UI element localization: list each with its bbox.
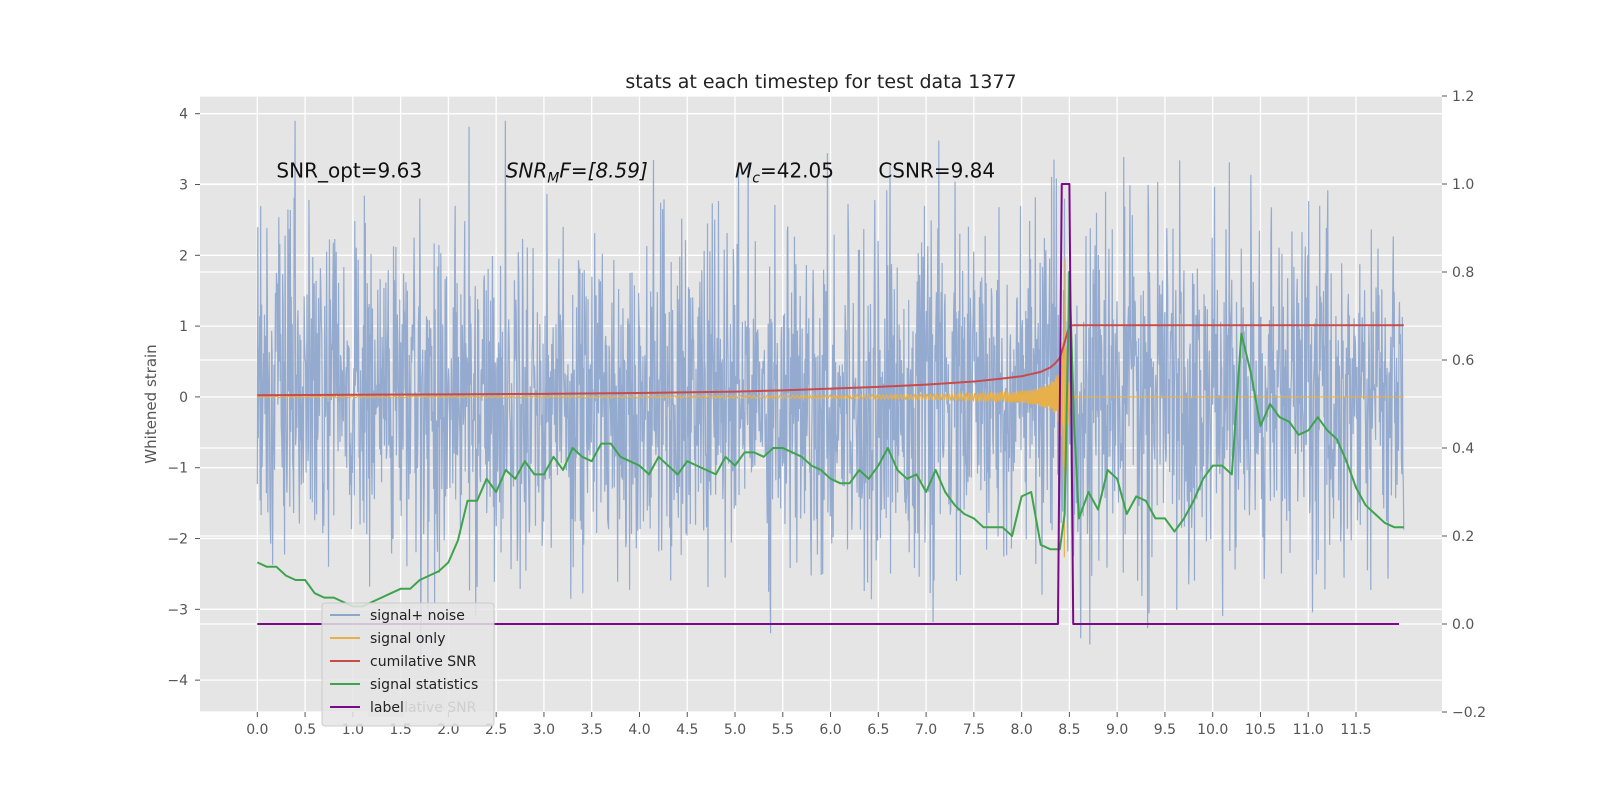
y-tick-label: 4 [179, 107, 188, 123]
x-tick-label: 9.0 [1106, 722, 1128, 738]
series-layer [256, 120, 1405, 660]
legend-box [321, 602, 495, 727]
y-axis-label: Whitened strain [142, 344, 160, 463]
legend: signal+ noise signal only cumilative SNR si… [321, 602, 495, 727]
y-axis-ticks: 4 3 2 1 0 −1 −2 −3 −4 [167, 107, 200, 689]
x-tick-label: 4.0 [628, 722, 650, 738]
annotation-subscript: M [547, 170, 559, 186]
legend-entry: signal statistics [370, 677, 478, 693]
y-tick-label: 2 [179, 248, 188, 264]
annotation-subscript: c [752, 170, 760, 186]
series-label [257, 183, 1400, 625]
x-tick-label: 6.0 [819, 722, 841, 738]
chart-title: stats at each timestep for test data 137… [625, 71, 1016, 93]
x-tick-label: 5.5 [772, 722, 794, 738]
x-tick-label: 7.5 [963, 722, 985, 738]
y2-axis-ticks: 1.2 1.0 0.8 0.6 0.4 0.2 0.0 −0.2 [1442, 89, 1486, 721]
x-tick-label: 11.0 [1293, 722, 1324, 738]
y2-tick-label: −0.2 [1452, 705, 1486, 721]
x-axis-ticks: 0.0 0.5 1.0 1.5 2.0 2.5 3.0 3.5 4.0 4.5 5.0 5.5 6.0 6… [246, 712, 1372, 738]
annotation-3: CSNR=9.84 [878, 158, 995, 182]
x-tick-label: 0.5 [294, 722, 316, 738]
y2-tick-label: 0.4 [1452, 441, 1474, 457]
y2-tick-label: 0.0 [1452, 617, 1474, 633]
x-tick-label: 5.0 [724, 722, 746, 738]
y-tick-label: 3 [179, 178, 188, 194]
annotations: SNR_opt=9.63 SNRMF=[8.59] Mc=42.05 CSNR=9.8… [276, 158, 995, 186]
legend-mask [368, 697, 404, 717]
y-tick-label: −2 [167, 532, 188, 548]
y2-tick-label: 0.8 [1452, 265, 1474, 281]
y2-tick-label: 1.0 [1452, 177, 1474, 193]
x-tick-label: 3.5 [581, 722, 603, 738]
y-tick-label: −4 [167, 673, 188, 689]
x-tick-label: 0.0 [246, 722, 268, 738]
x-tick-label: 6.5 [867, 722, 889, 738]
legend-entry-overlay: label [370, 700, 404, 716]
annotation-main: SNR [506, 158, 548, 182]
annotation-0: SNR_opt=9.63 [276, 158, 422, 182]
y2-tick-label: 0.6 [1452, 353, 1474, 369]
annotation-value: =42.05 [760, 158, 834, 182]
y2-tick-label: 1.2 [1452, 89, 1474, 105]
x-tick-label: 3.0 [533, 722, 555, 738]
x-tick-label: 8.5 [1058, 722, 1080, 738]
legend-entry: cumilative SNR [370, 654, 477, 670]
annotation-value: F=[8.59] [559, 158, 647, 182]
y-tick-label: −3 [167, 602, 188, 618]
legend-entry: signal only [370, 631, 445, 647]
annotation-2: Mc=42.05 [735, 158, 834, 186]
series-signal-statistics [256, 271, 1404, 608]
x-tick-label: 9.5 [1154, 722, 1176, 738]
series-cumulative-snr [257, 324, 1404, 397]
x-tick-label: 11.5 [1340, 722, 1371, 738]
series-signal-only [257, 258, 1404, 558]
y-tick-label: 1 [179, 319, 188, 335]
x-tick-label: 4.5 [676, 722, 698, 738]
x-tick-label: 7.0 [915, 722, 937, 738]
y-tick-label: −1 [167, 461, 188, 477]
annotation-1: SNRMF=[8.59] [506, 158, 648, 186]
y2-tick-label: 0.2 [1452, 529, 1474, 545]
legend-entry: signal+ noise [370, 608, 465, 624]
y-tick-label: 0 [179, 390, 188, 406]
x-tick-label: 8.0 [1010, 722, 1032, 738]
annotation-main: M [735, 158, 752, 182]
series-signal-noise [256, 120, 1405, 660]
x-tick-label: 10.5 [1245, 722, 1276, 738]
x-tick-label: 10.0 [1197, 722, 1228, 738]
